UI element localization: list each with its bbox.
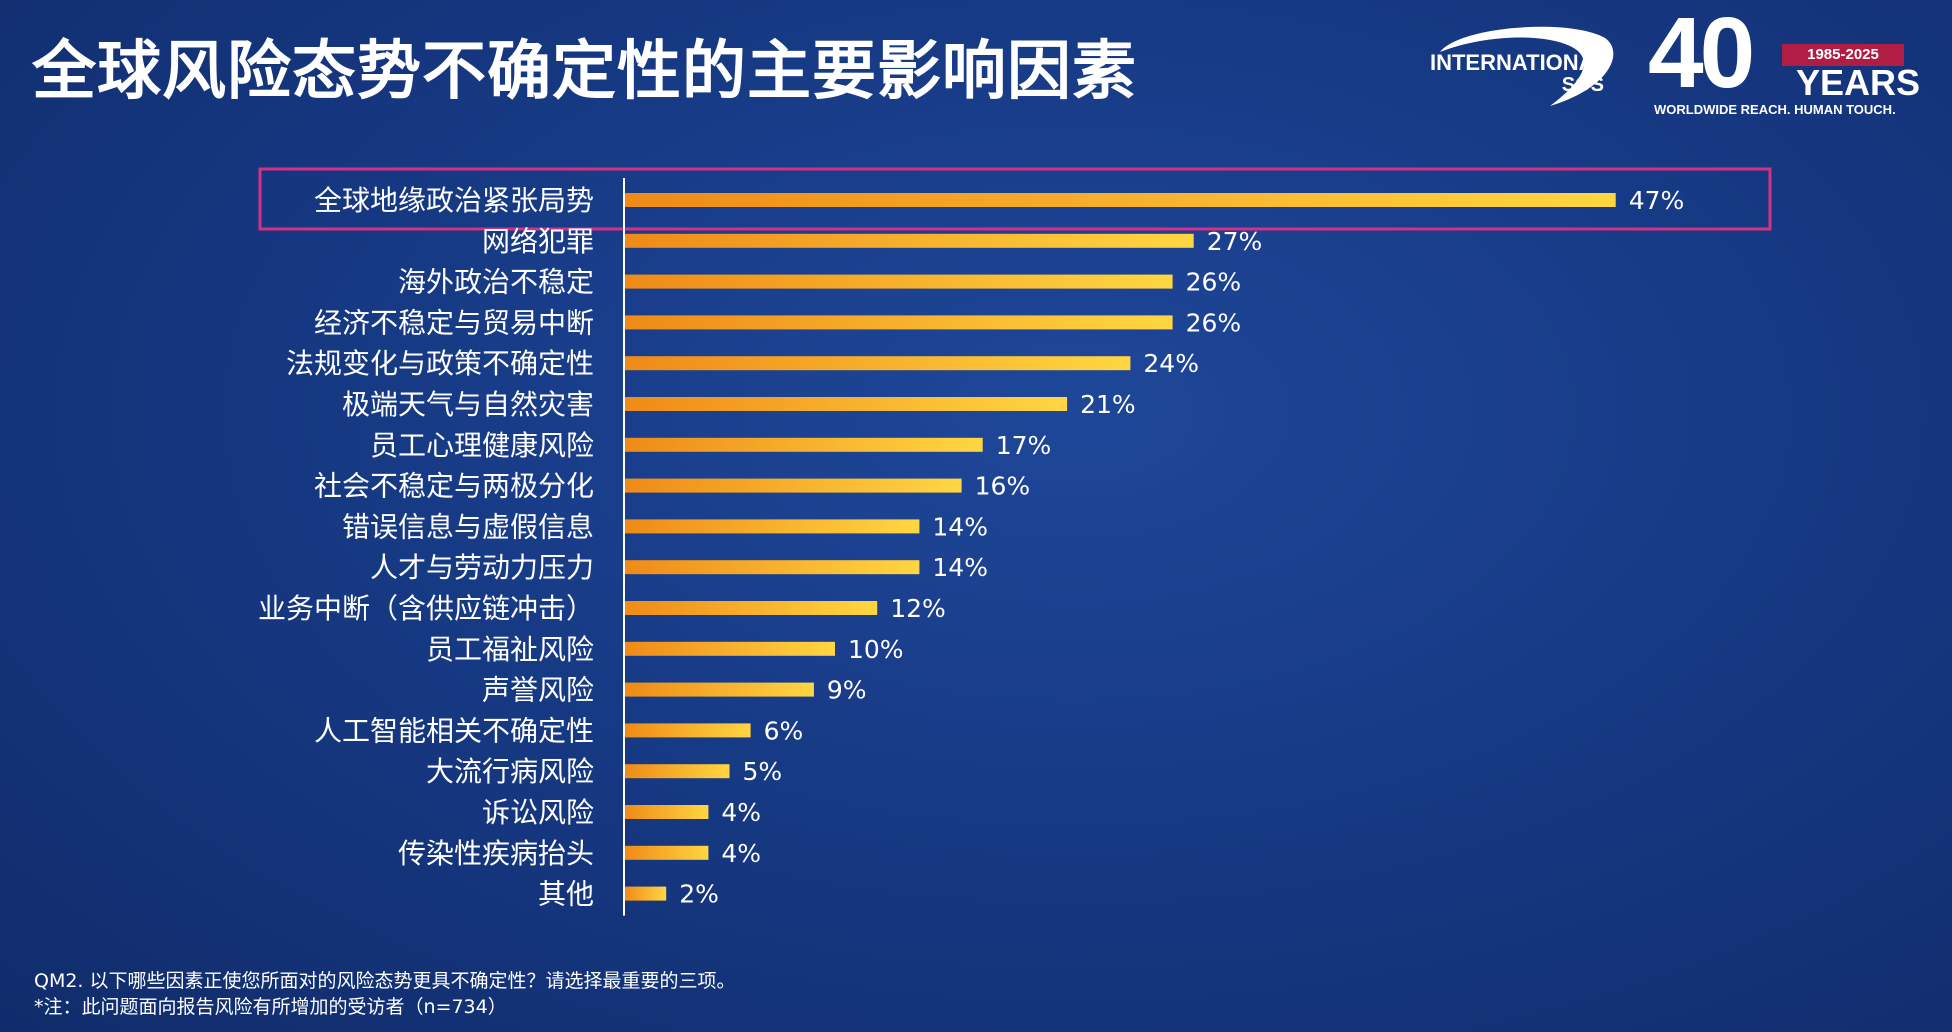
bar <box>624 193 1616 207</box>
category-label: 大流行病风险 <box>426 755 594 788</box>
footer-note: *注：此问题面向报告风险有所增加的受访者（n=734） <box>34 996 507 1018</box>
data-label: 16% <box>975 472 1031 501</box>
data-label: 12% <box>890 594 946 623</box>
category-label: 法规变化与政策不确定性 <box>286 347 594 380</box>
category-label: 传染性疾病抬头 <box>398 837 594 870</box>
bar <box>624 764 730 779</box>
category-label: 经济不稳定与贸易中断 <box>314 306 594 339</box>
logo-swoosh-icon <box>1440 26 1614 107</box>
data-label: 47% <box>1629 186 1685 215</box>
category-label: 海外政治不稳定 <box>398 266 594 299</box>
data-label: 27% <box>1207 227 1263 256</box>
category-label: 人才与劳动力压力 <box>370 551 594 584</box>
bar <box>624 437 983 452</box>
bar <box>624 315 1173 330</box>
international-sos-logo: INTERNATIONAL SOS <box>1420 18 1620 118</box>
bar <box>624 805 709 819</box>
bar <box>624 397 1068 411</box>
data-label: 14% <box>932 553 988 582</box>
bar <box>624 601 878 615</box>
category-label: 员工心理健康风险 <box>370 429 594 462</box>
data-label: 5% <box>743 757 783 786</box>
bar <box>624 682 814 697</box>
bar <box>624 356 1131 371</box>
data-label: 4% <box>721 839 761 868</box>
bar <box>624 845 709 860</box>
anniversary-years: YEARS <box>1796 62 1921 103</box>
bar <box>624 233 1194 248</box>
category-label: 其他 <box>538 878 594 911</box>
data-label: 10% <box>848 635 904 664</box>
category-label: 业务中断（含供应链冲击） <box>258 592 594 625</box>
category-label: 人工智能相关不确定性 <box>314 714 594 747</box>
bar <box>624 886 667 901</box>
category-label: 员工福祉风险 <box>426 633 594 666</box>
data-label: 6% <box>764 716 804 745</box>
bar <box>624 641 835 656</box>
data-label: 4% <box>721 798 761 827</box>
data-label: 26% <box>1186 268 1242 297</box>
bar <box>624 560 920 575</box>
data-label: 26% <box>1186 308 1242 337</box>
anniversary-tagline: WORLDWIDE REACH. HUMAN TOUCH. <box>1654 102 1896 117</box>
data-label: 21% <box>1080 390 1136 419</box>
category-label: 诉讼风险 <box>482 796 594 829</box>
logo-intl-line1: INTERNATIONAL <box>1429 50 1609 75</box>
bar <box>624 519 920 534</box>
category-label: 声誉风险 <box>482 674 594 707</box>
data-label: 2% <box>679 880 719 909</box>
category-label: 全球地缘政治紧张局势 <box>314 184 594 217</box>
category-label: 极端天气与自然灾害 <box>342 388 594 421</box>
category-label: 社会不稳定与两极分化 <box>314 470 594 503</box>
logo-intl-line2: SOS <box>1561 74 1604 96</box>
data-label: 24% <box>1143 349 1199 378</box>
bar <box>624 274 1173 289</box>
highlight-frame <box>258 167 1772 231</box>
data-label: 14% <box>932 512 988 541</box>
anniversary-logo: 40 1985-2025 YEARS WORLDWIDE REACH. HUMA… <box>1648 0 1938 120</box>
category-label: 网络犯罪 <box>482 225 594 258</box>
anniversary-number: 40 <box>1648 0 1755 109</box>
data-label: 17% <box>996 431 1052 460</box>
category-label: 错误信息与虚假信息 <box>342 510 594 543</box>
page-title: 全球风险态势不确定性的主要影响因素 <box>32 35 1137 109</box>
footer-question: QM2. 以下哪些因素正使您所面对的风险态势更具不确定性？请选择最重要的三项。 <box>34 970 736 992</box>
data-label: 9% <box>827 676 867 705</box>
bar <box>624 478 962 493</box>
bar <box>624 723 751 738</box>
anniversary-ribbon: 1985-2025 <box>1782 44 1904 66</box>
